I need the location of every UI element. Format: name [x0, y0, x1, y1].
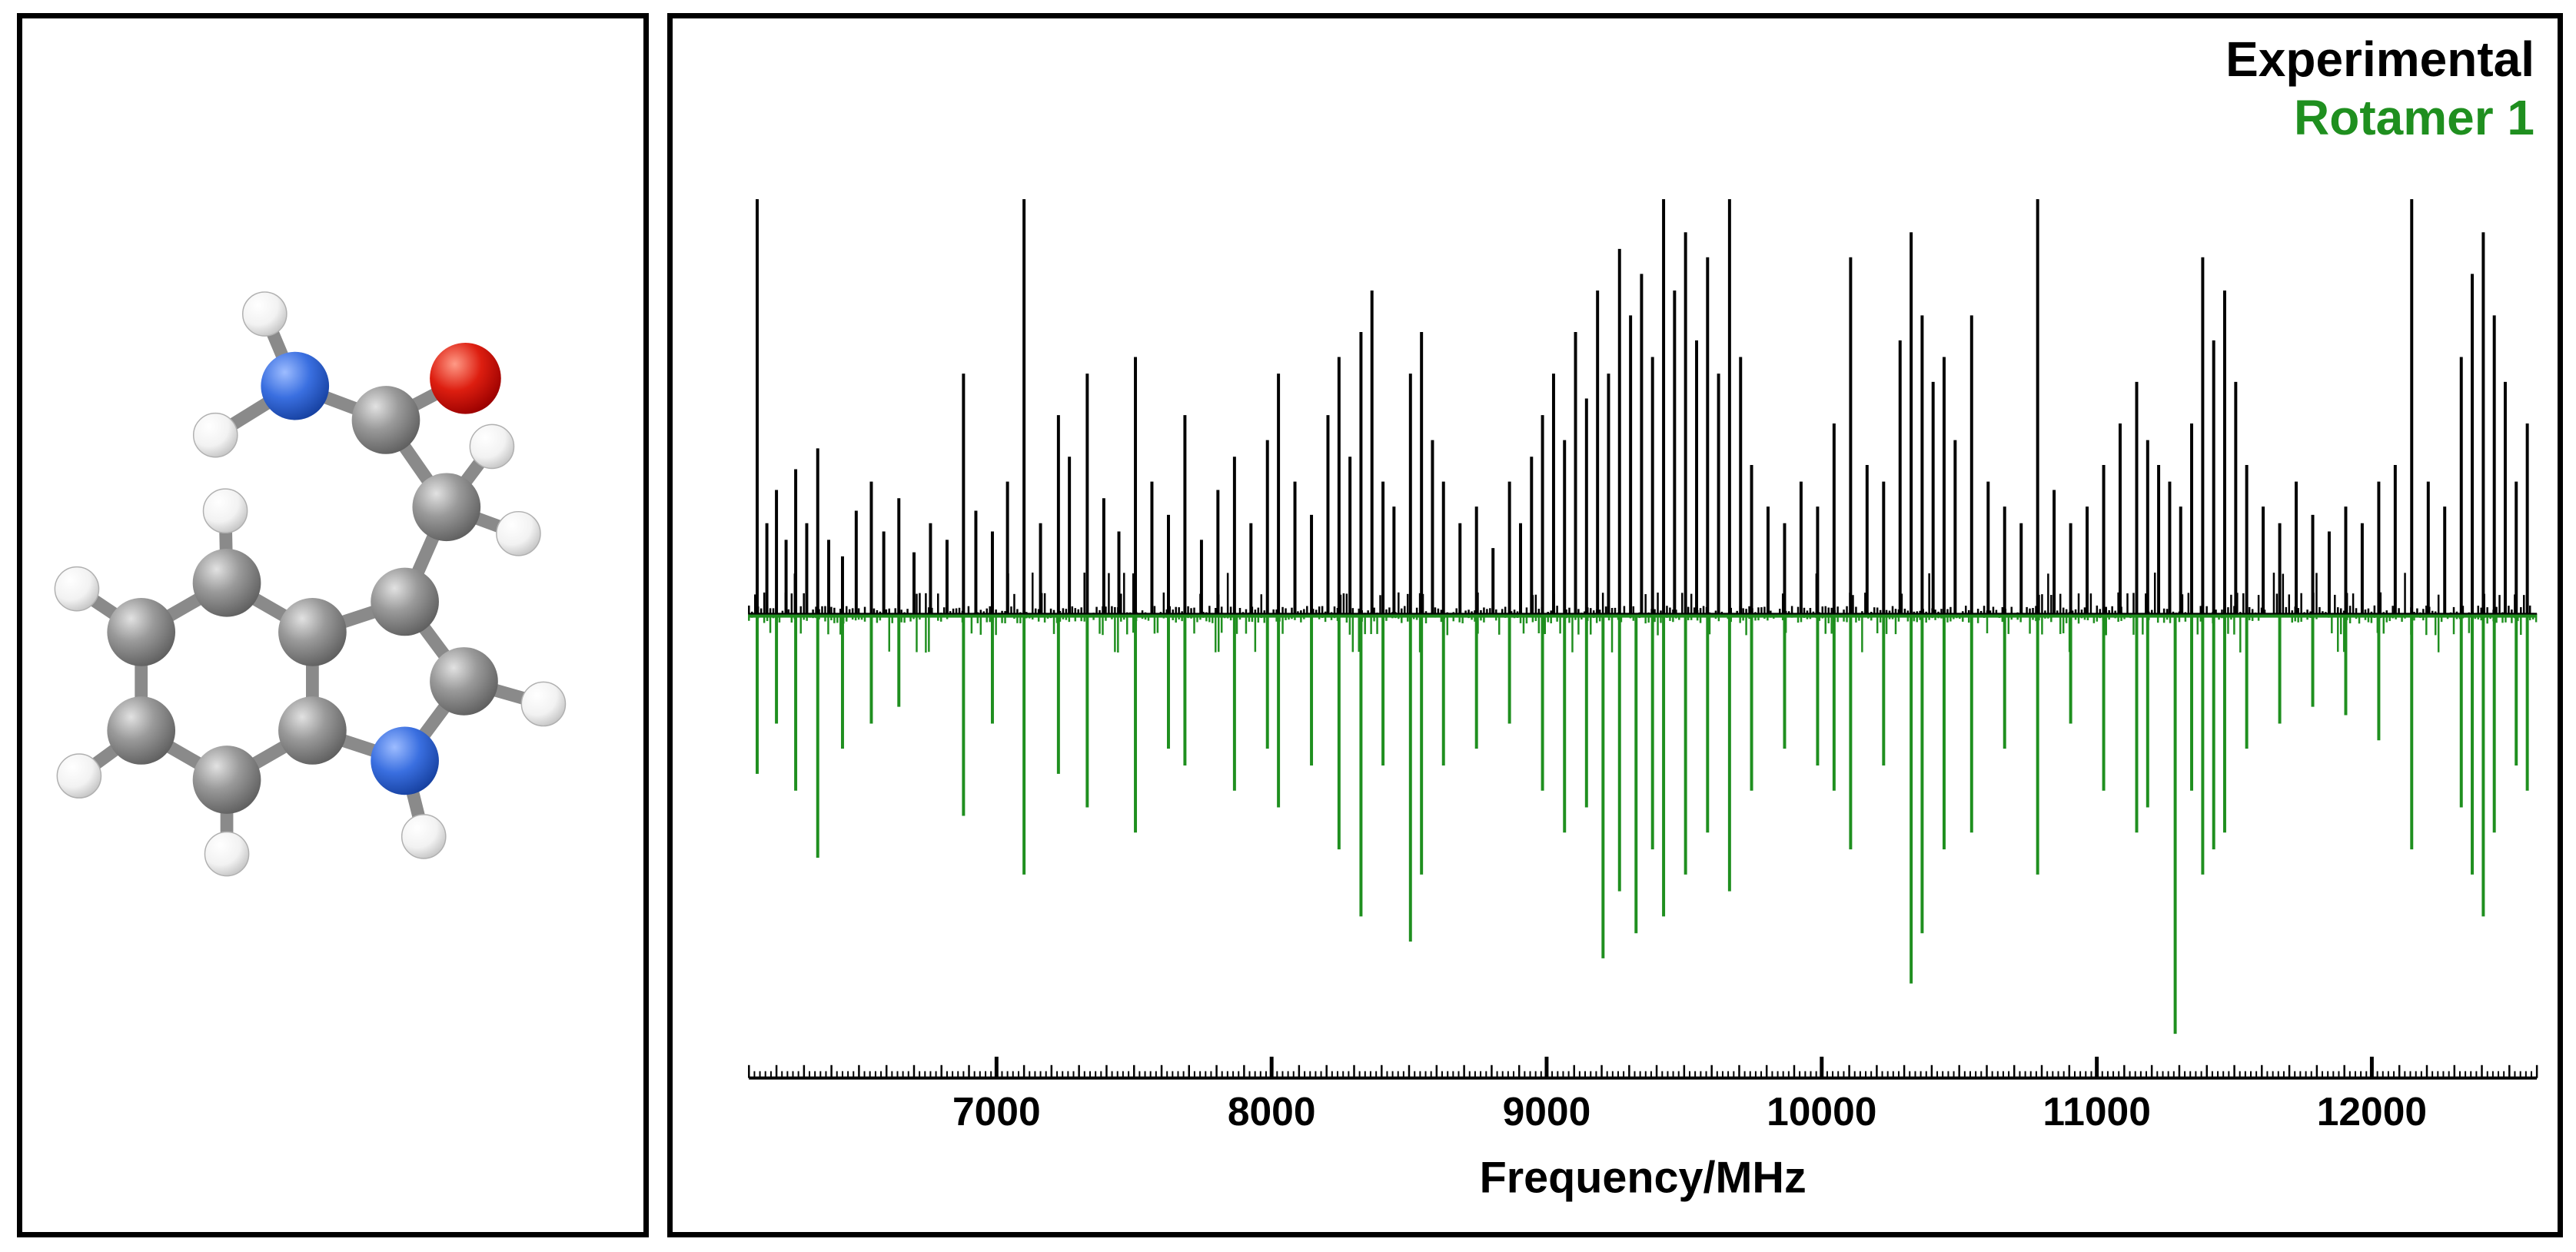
legend-rotamer-label: Rotamer 1 [2294, 89, 2534, 145]
svg-text:Frequency/MHz: Frequency/MHz [1480, 1153, 1807, 1202]
svg-text:8000: 8000 [1228, 1089, 1316, 1134]
svg-text:9000: 9000 [1503, 1089, 1591, 1134]
legend-experimental-label: Experimental [2225, 32, 2534, 87]
svg-text:10000: 10000 [1767, 1089, 1876, 1134]
svg-text:11000: 11000 [2043, 1089, 2151, 1134]
molecule-3d-model [54, 291, 567, 877]
spectrum-chart: 7000 8000 9000 10000 11000 12000 Frequency/MHz [748, 199, 2538, 1202]
svg-text:12000: 12000 [2317, 1089, 2427, 1134]
legend: Experimental Rotamer 1 [2225, 31, 2534, 147]
svg-text:7000: 7000 [952, 1089, 1041, 1134]
spectrum-panel: Experimental Rotamer 1 7000 8000 9000 10000… [667, 13, 2563, 1237]
molecule-panel [17, 13, 649, 1237]
